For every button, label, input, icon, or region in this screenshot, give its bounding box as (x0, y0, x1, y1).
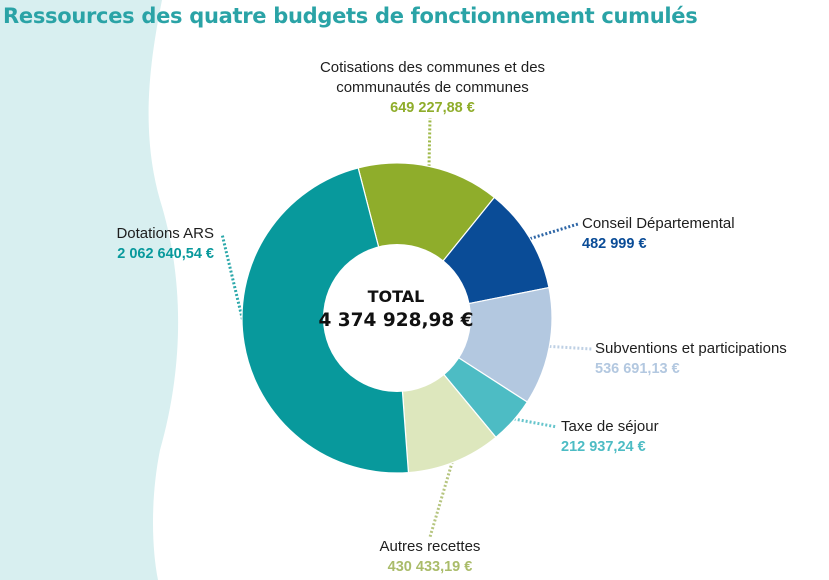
slice-label-subventions: Subventions et participations 536 691,13… (595, 339, 787, 379)
connector-line-4 (428, 457, 455, 538)
slice-name-line: Conseil Départemental (582, 215, 735, 232)
slice-name-line: Autres recettes (379, 538, 481, 555)
slice-label-dotations: Dotations ARS 2 062 640,54 € (60, 224, 214, 264)
slice-label-conseil: Conseil Départemental 482 999 € (582, 214, 735, 254)
slice-name-line: communautés de communes (336, 79, 529, 96)
slice-label-autres: Autres recettes 430 433,19 € (340, 537, 520, 577)
slice-name-line: Dotations ARS (116, 225, 214, 242)
slice-name-line: Subventions et participations (595, 340, 787, 357)
connector-line-0 (427, 117, 432, 171)
total-block: TOTAL 4 374 928,98 € (310, 287, 482, 334)
slice-value: 2 062 640,54 € (117, 246, 214, 262)
connector-lines (220, 117, 593, 538)
connector-line-3 (509, 416, 558, 429)
donut-hole (323, 244, 471, 392)
connector-line-5 (220, 233, 250, 343)
slice-label-taxe: Taxe de séjour 212 937,24 € (561, 417, 659, 457)
slice-name-line: Taxe de séjour (561, 418, 659, 435)
slice-value: 536 691,13 € (595, 361, 680, 377)
slice-value: 430 433,19 € (387, 559, 473, 575)
slice-value: 482 999 € (582, 236, 647, 252)
connector-line-2 (545, 344, 593, 351)
slice-value: 649 227,88 € (390, 100, 475, 116)
slice-name-line: Cotisations des communes et des (319, 59, 546, 76)
connector-line-1 (525, 222, 579, 242)
background-wave (0, 0, 179, 580)
chart-title: Ressources des quatre budgets de fonctio… (3, 4, 698, 28)
slice-value: 212 937,24 € (561, 439, 646, 455)
total-label: TOTAL (367, 287, 425, 306)
slice-label-cotisations: Cotisations des communes et des communau… (300, 58, 565, 118)
total-value: 4 374 928,98 € (318, 310, 474, 331)
